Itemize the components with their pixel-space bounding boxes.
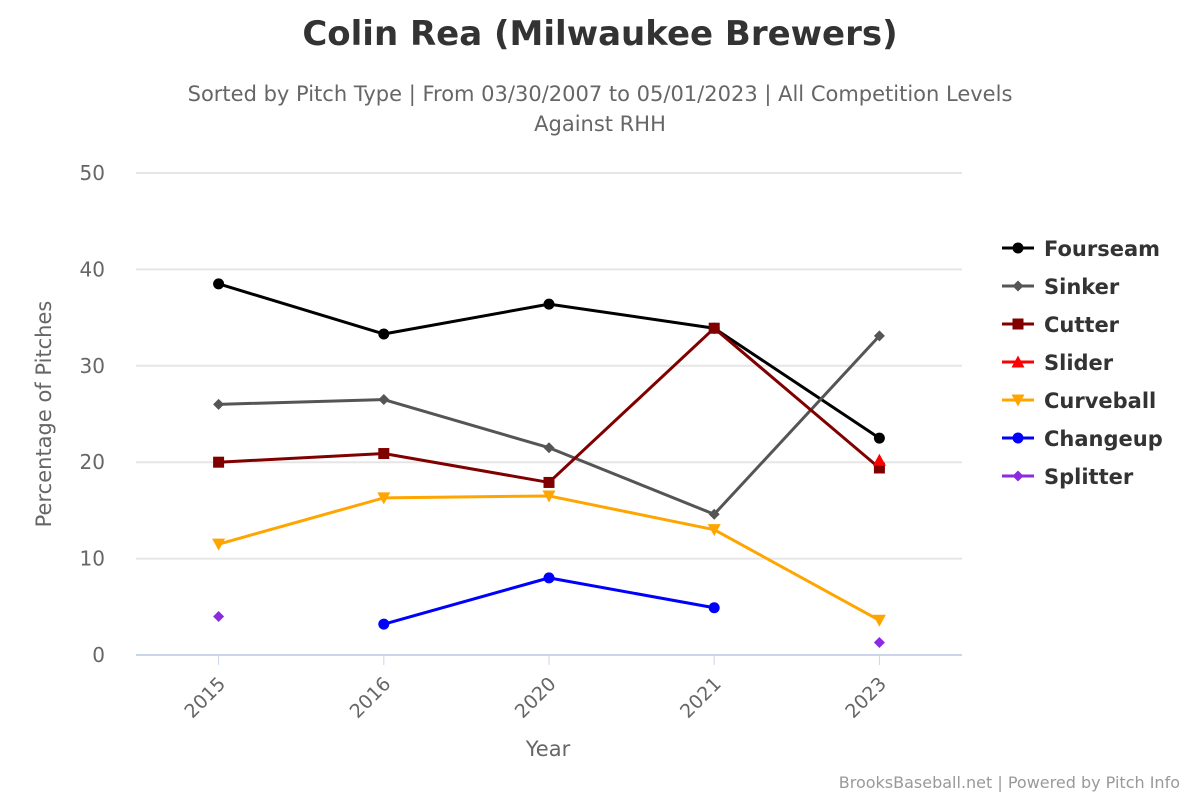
legend-marker: [1012, 318, 1024, 330]
data-point: [707, 524, 721, 537]
data-point: [708, 322, 720, 334]
y-tick-label: 30: [80, 354, 105, 378]
data-point: [543, 476, 555, 488]
data-point: [873, 462, 885, 474]
chart-subtitle-2: Against RHH: [534, 112, 666, 136]
data-point: [873, 636, 885, 648]
y-axis-label: Percentage of Pitches: [32, 301, 56, 528]
data-point: [543, 298, 555, 310]
data-point: [708, 508, 720, 520]
y-tick-label: 50: [80, 161, 105, 185]
data-point: [378, 328, 390, 340]
data-point: [213, 398, 225, 410]
legend-label: Slider: [1044, 351, 1114, 375]
legend-item-splitter[interactable]: Splitter: [1002, 465, 1134, 489]
x-tick-label: 2021: [676, 673, 726, 723]
legend-item-curveball[interactable]: Curveball: [1002, 389, 1156, 413]
series-cutter: [213, 322, 885, 488]
data-point: [212, 538, 226, 551]
series-splitter: [213, 610, 885, 648]
data-point: [873, 330, 885, 342]
data-point: [377, 492, 391, 505]
data-point: [378, 394, 390, 406]
legend-label: Sinker: [1044, 275, 1120, 299]
x-tick-label: 2016: [346, 673, 396, 723]
legend-marker: [1012, 280, 1024, 292]
y-tick-label: 40: [80, 257, 105, 281]
legend-marker: [1011, 355, 1025, 368]
series-sinker: [213, 330, 885, 520]
data-point: [213, 278, 225, 290]
chart-subtitle: Sorted by Pitch Type | From 03/30/2007 t…: [187, 82, 1013, 106]
credit-text: BrooksBaseball.net | Powered by Pitch In…: [838, 773, 1180, 792]
series-fourseam: [213, 278, 885, 444]
data-point: [872, 453, 886, 466]
data-point: [378, 448, 390, 460]
series-curveball: [212, 490, 886, 627]
data-point: [873, 432, 885, 444]
chart-title: Colin Rea (Milwaukee Brewers): [302, 14, 898, 54]
x-tick-label: 2020: [511, 673, 561, 723]
data-point: [872, 614, 886, 627]
legend-item-sinker[interactable]: Sinker: [1002, 275, 1120, 299]
data-point: [543, 442, 555, 454]
legend-item-slider[interactable]: Slider: [1002, 351, 1114, 375]
x-tick-label: 2015: [180, 673, 230, 723]
series-line: [383, 576, 715, 626]
x-axis-label: Year: [525, 737, 571, 761]
legend-label: Curveball: [1044, 389, 1156, 413]
legend-item-fourseam[interactable]: Fourseam: [1002, 237, 1160, 261]
y-tick-label: 20: [80, 450, 105, 474]
data-point: [543, 572, 555, 584]
series-line: [218, 326, 881, 484]
legend-marker: [1012, 432, 1024, 444]
data-point: [213, 610, 225, 622]
legend-label: Changeup: [1044, 427, 1163, 451]
legend-marker: [1012, 242, 1024, 254]
legend-marker: [1012, 470, 1024, 482]
data-point: [378, 618, 390, 630]
y-tick-label: 10: [80, 547, 105, 571]
y-tick-label: 0: [92, 643, 105, 667]
legend-label: Cutter: [1044, 313, 1120, 337]
data-point: [708, 602, 720, 614]
legend-item-cutter[interactable]: Cutter: [1002, 313, 1120, 337]
legend-label: Fourseam: [1044, 237, 1160, 261]
data-point: [542, 490, 556, 503]
series-changeup: [378, 572, 720, 630]
x-tick-label: 2023: [841, 673, 891, 723]
legend-label: Splitter: [1044, 465, 1134, 489]
legend-marker: [1011, 394, 1025, 407]
legend-item-changeup[interactable]: Changeup: [1002, 427, 1163, 451]
series-slider: [872, 453, 886, 466]
data-point: [213, 456, 225, 468]
